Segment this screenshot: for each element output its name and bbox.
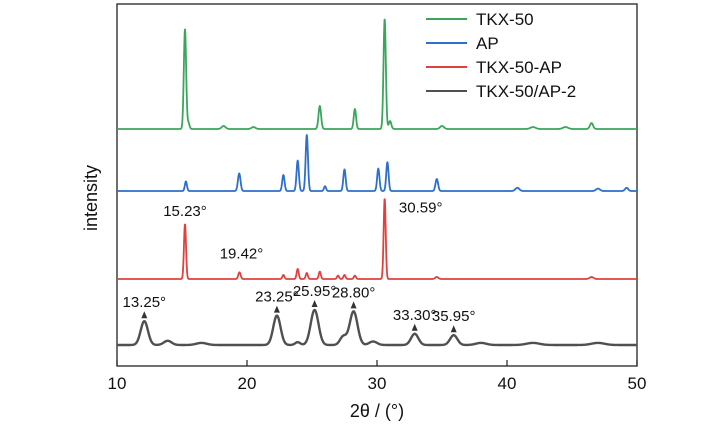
legend: TKX-50 AP TKX-50-AP TKX-50/AP-2 <box>426 10 576 101</box>
peak-annotation: 15.23° <box>163 203 207 220</box>
x-tick-label: 30 <box>368 374 387 393</box>
annotation-layer: 15.23° 19.42° 30.59° 13.25° 23.25°25.95°28.8… <box>123 200 476 333</box>
peak-annotation: 13.25° <box>123 294 167 311</box>
peak-arrow-icon <box>411 323 418 331</box>
x-tick-label: 50 <box>628 374 647 393</box>
y-axis-title: intensity <box>81 165 101 231</box>
x-axis-title: 2θ / (°) <box>350 401 404 421</box>
series-line-tkx-50-ap <box>116 198 638 280</box>
series-line-tkx-50-ap-2 <box>116 308 638 347</box>
x-tick-label: 40 <box>498 374 517 393</box>
legend-label-tkx-50-ap: TKX-50-AP <box>476 58 562 77</box>
peak-arrow-icon <box>450 325 457 333</box>
peak-annotation: 19.42° <box>220 245 264 262</box>
series-line-ap <box>116 134 638 192</box>
series-line-tkx-50 <box>116 18 638 130</box>
series-layer <box>116 18 638 347</box>
peak-annotation: 33.30° <box>393 307 437 324</box>
legend-label-tkx-50: TKX-50 <box>476 10 534 29</box>
peak-annotation: 25.95° <box>293 283 337 300</box>
x-tick-label: 10 <box>108 374 127 393</box>
legend-label-tkx-50-ap-2: TKX-50/AP-2 <box>476 82 576 101</box>
peak-annotation: 23.25° <box>255 289 299 306</box>
peak-arrow-icon <box>350 301 357 309</box>
peak-arrow-icon <box>141 311 148 319</box>
peak-annotation: 28.80° <box>332 284 376 301</box>
peak-arrow-icon <box>273 305 280 313</box>
peak-annotation: 30.59° <box>399 200 443 217</box>
peak-annotation: 35.95° <box>432 308 476 325</box>
peak-arrow-icon <box>311 300 318 307</box>
x-axis: 10 20 30 40 50 <box>108 360 647 393</box>
x-tick-label: 20 <box>238 374 257 393</box>
legend-label-ap: AP <box>476 34 499 53</box>
